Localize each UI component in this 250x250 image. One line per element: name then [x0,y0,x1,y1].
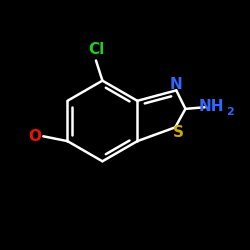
Text: N: N [170,77,183,92]
Text: 2: 2 [226,107,234,117]
Text: NH: NH [198,99,224,114]
Text: O: O [29,129,42,144]
Text: S: S [173,126,184,140]
Text: Cl: Cl [88,42,104,58]
